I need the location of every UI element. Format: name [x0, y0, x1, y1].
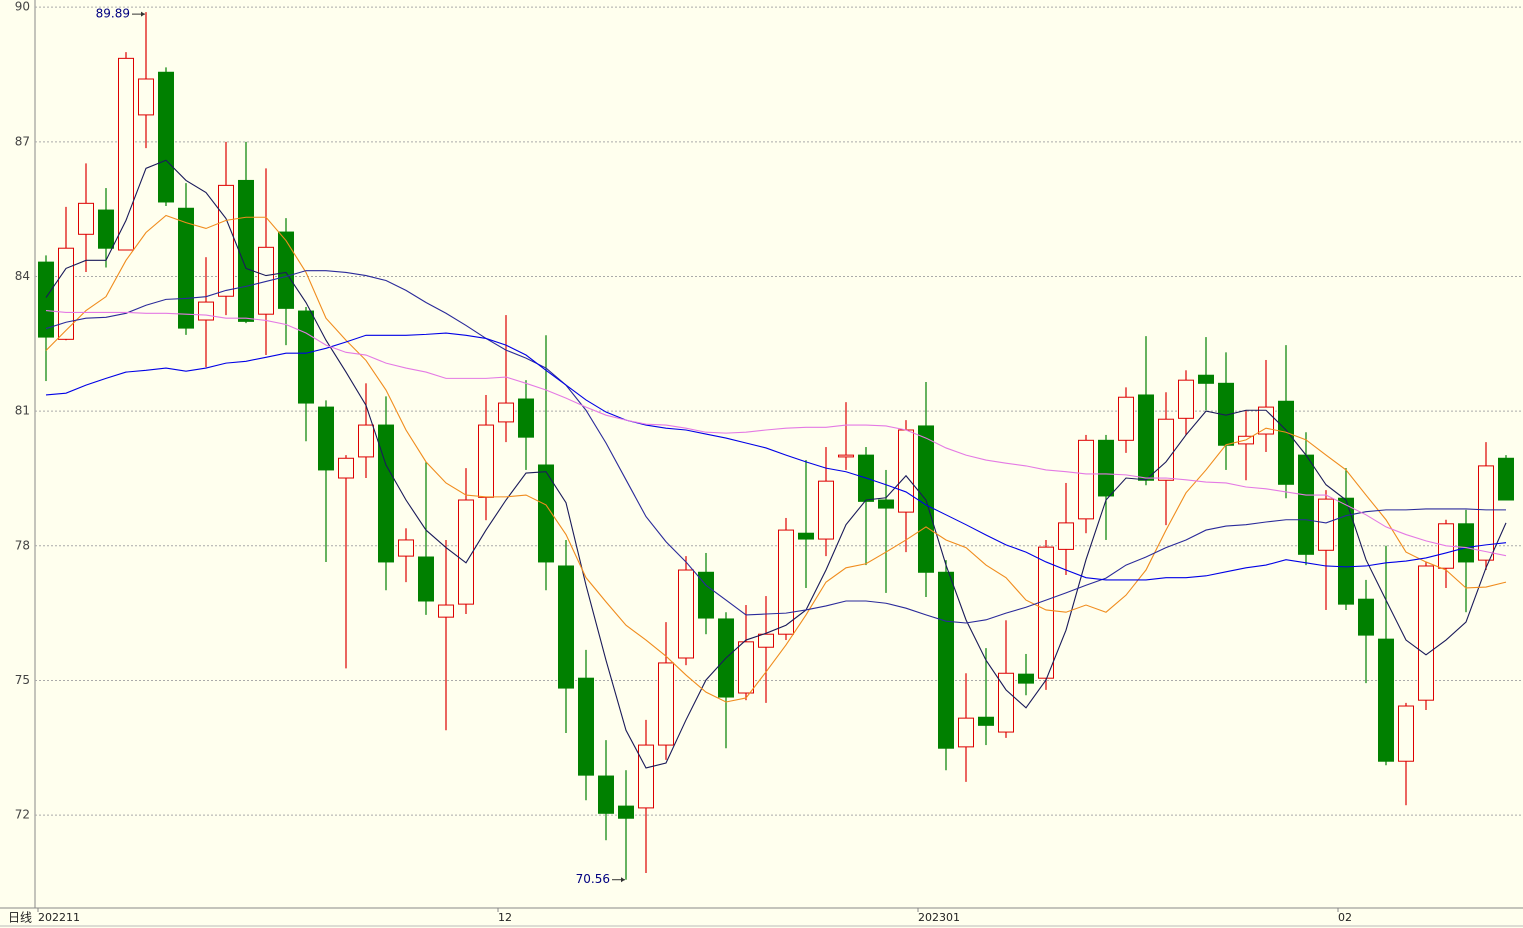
candle-body: [458, 499, 474, 605]
candle-body: [198, 301, 214, 321]
candle-body: [958, 717, 974, 748]
candle-body: [478, 424, 494, 498]
candle-body: [1178, 379, 1194, 419]
candle-body: [338, 457, 354, 479]
candle-body: [1038, 546, 1054, 679]
ma-line: [45, 214, 1507, 703]
extreme-label: 70.56: [576, 872, 610, 886]
candle-body: [38, 261, 54, 338]
candle-body: [1378, 638, 1394, 762]
candle-body: [1138, 394, 1154, 481]
candle-body: [358, 424, 374, 458]
y-tick-label: 72: [15, 808, 30, 822]
candle-body: [218, 184, 234, 297]
candle-body: [1078, 439, 1094, 520]
candle-body: [238, 179, 254, 322]
candle-body: [58, 247, 74, 340]
candle-body: [158, 71, 174, 203]
candle-body: [898, 429, 914, 513]
candle-body: [1478, 465, 1494, 561]
candle-body: [878, 499, 894, 509]
candle-body: [1498, 457, 1514, 501]
candle-body: [1338, 497, 1354, 605]
candle-body: [418, 556, 434, 602]
candle-body: [1118, 396, 1134, 441]
candle-body: [658, 662, 674, 746]
candle-body: [778, 529, 794, 635]
candle-body: [118, 57, 134, 251]
candle-body: [1418, 565, 1434, 701]
extreme-arrowhead: [621, 877, 625, 883]
ma-line: [45, 159, 1507, 769]
candle-body: [378, 424, 394, 563]
candle-body: [1258, 406, 1274, 435]
candle-body: [78, 202, 94, 235]
candle-body: [678, 569, 694, 659]
candle-body: [178, 207, 194, 329]
candle-body: [298, 310, 314, 404]
candle-body: [978, 716, 994, 726]
y-tick-label: 81: [15, 404, 30, 418]
candle-body: [1058, 522, 1074, 550]
period-label: 日线: [8, 911, 32, 925]
x-tick-label: 202211: [38, 911, 80, 924]
candle-body: [798, 532, 814, 540]
candle-body: [918, 425, 934, 573]
candle-body: [318, 406, 334, 471]
candle-body: [1098, 439, 1114, 497]
candle-body: [498, 402, 514, 423]
candle-body: [518, 398, 534, 438]
candle-body: [258, 246, 274, 315]
ma-line: [45, 310, 1507, 557]
candle-body: [538, 464, 554, 563]
candle-body: [1398, 705, 1414, 762]
extreme-label: 89.89: [96, 7, 130, 21]
y-tick-label: 78: [15, 538, 30, 552]
candle-body: [138, 78, 154, 116]
candle-body: [938, 571, 954, 749]
extreme-arrowhead: [141, 11, 145, 17]
x-tick-label: 202301: [918, 911, 960, 924]
candle-body: [1018, 673, 1034, 684]
candle-body: [98, 209, 114, 249]
candle-body: [578, 677, 594, 776]
candle-body: [818, 480, 834, 540]
candle-body: [598, 775, 614, 814]
candle-body: [638, 744, 654, 809]
candle-body: [1158, 418, 1174, 481]
candle-body: [998, 672, 1014, 733]
candle-body: [698, 571, 714, 619]
candle-body: [1298, 454, 1314, 555]
candle-body: [618, 805, 634, 819]
ma-line: [45, 332, 1507, 581]
x-tick-label: 12: [498, 911, 512, 924]
candle-body: [758, 633, 774, 648]
candle-body: [1198, 374, 1214, 384]
candle-body: [438, 604, 454, 618]
candle-body: [558, 565, 574, 689]
ma-line: [45, 270, 1506, 624]
y-tick-label: 87: [15, 134, 30, 148]
y-tick-label: 90: [15, 0, 30, 14]
candle-body: [1278, 400, 1294, 485]
candle-body: [1318, 498, 1334, 551]
candle-body: [278, 231, 294, 309]
candle-body: [838, 454, 854, 458]
candle-body: [738, 641, 754, 694]
candle-body: [1458, 523, 1474, 563]
x-tick-label: 02: [1338, 911, 1352, 924]
y-tick-label: 75: [15, 673, 30, 687]
candle-body: [398, 539, 414, 557]
candle-body: [1358, 598, 1374, 636]
y-tick-label: 84: [15, 269, 30, 283]
